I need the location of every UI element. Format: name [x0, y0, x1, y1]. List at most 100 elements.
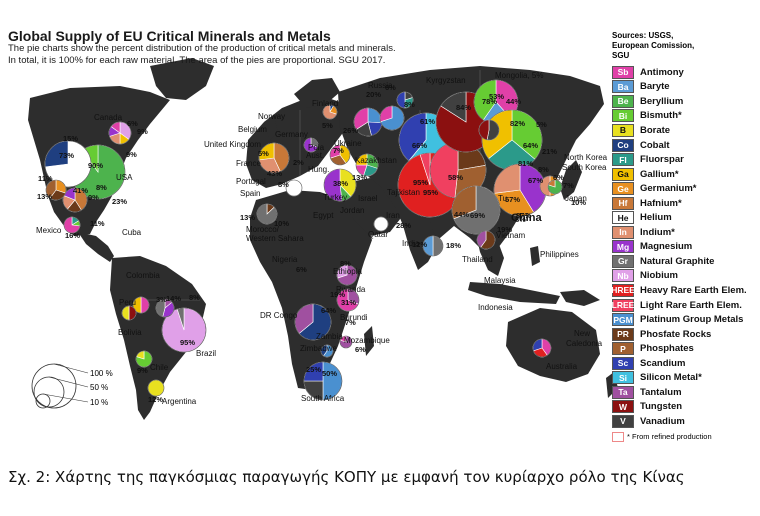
pie-china-graphite: [451, 185, 501, 235]
central-america-shape: [78, 232, 114, 262]
legend-item-tantalum: Ta Tantalum: [612, 385, 758, 400]
pie-percent-label: 43%: [267, 169, 282, 178]
legend-swatch: Ga: [612, 167, 634, 181]
pie-mongolia: [478, 119, 500, 141]
pie-outline: [329, 144, 351, 166]
pie-outline: [476, 230, 496, 250]
country-label: Ukraine: [334, 139, 362, 148]
pie-ethiopia: [336, 264, 358, 286]
legend-label: Germanium*: [640, 183, 697, 195]
country-label: Zambia: [316, 332, 343, 341]
pie-percent-label: 95%: [423, 188, 438, 197]
legend-item-fluorspar: Fl Fluorspar: [612, 152, 758, 167]
legend-item-bismuth: Bi Bismuth*: [612, 109, 758, 124]
legend-label: Vanadium: [640, 415, 685, 427]
legend-swatch: W: [612, 400, 634, 414]
legend-item-beryllium: Be Beryllium: [612, 94, 758, 109]
country-label: China: [511, 212, 542, 224]
pie-percent-label: 73%: [59, 151, 74, 160]
legend-label: Borate: [640, 124, 671, 136]
country-label: Spain: [240, 189, 260, 198]
legend-swatch: Hf: [612, 196, 634, 210]
pie-outline: [303, 137, 319, 153]
pie-outline: [339, 335, 353, 349]
pie-argentina: [147, 379, 165, 397]
pie-percent-label: 67%: [528, 176, 543, 185]
country-label: Iran: [386, 211, 400, 220]
pie-peru: [121, 305, 137, 321]
pie-south-africa: [303, 361, 343, 401]
pie-percent-label: 9%: [88, 193, 99, 202]
size-key: 100 % 50 % 10 %: [31, 363, 113, 409]
pie-percent-label: 58%: [448, 173, 463, 182]
pie-percent-label: 5%: [536, 120, 547, 129]
pie-outline: [62, 187, 88, 213]
pie-percent-label: 26%: [343, 126, 358, 135]
pie-percent-label: 8%: [340, 259, 351, 268]
legend-item-baryte: Ba Baryte: [612, 80, 758, 95]
pie-percent-label: 44%: [506, 97, 521, 106]
country-label: Egypt: [313, 211, 334, 220]
pie-percent-label: 19%: [330, 290, 345, 299]
legend-swatch: PGM: [612, 313, 634, 327]
country-label: Argentina: [162, 397, 197, 406]
country-label: New: [574, 329, 590, 338]
pie-percent-label: 13%: [37, 192, 52, 201]
pie-vietnam: [476, 230, 496, 250]
legend-list: Sb Antimony Ba Baryte Be Beryllium Bi Bismuth* B…: [611, 65, 758, 429]
figure-caption: Σχ. 2: Χάρτης της παγκόσμιας παραγωγής Κ…: [8, 468, 685, 486]
pie-percent-label: 7%: [563, 181, 574, 190]
legend-swatch: Si: [612, 371, 634, 385]
pie-percent-label: 41%: [73, 186, 88, 195]
country-label: Caledonia: [566, 339, 603, 348]
legend-swatch: Ge: [612, 182, 634, 196]
pie-outline: [336, 264, 358, 286]
pie-outline: [451, 185, 501, 235]
legend-label: Antimony: [640, 66, 684, 78]
pie-percent-label: 8%: [404, 100, 415, 109]
pie-japan: [547, 179, 563, 195]
country-label: Philippines: [540, 250, 579, 259]
pie-ukraine: [329, 144, 351, 166]
country-label: Nigeria: [272, 255, 298, 264]
country-label: Thailand: [462, 255, 493, 264]
pie-zimbabwe: [320, 344, 334, 358]
legend-label: Scandium: [640, 357, 686, 369]
pie-outline: [147, 379, 165, 397]
legend-swatch: P: [612, 342, 634, 356]
legend-swatch: Fl: [612, 153, 634, 167]
pie-canada: [108, 121, 132, 145]
legend-item-phosphates: P Phosphates: [612, 341, 758, 356]
pie-percent-label: 95%: [413, 178, 428, 187]
country-label: USA: [116, 173, 133, 182]
legend-label: Niobium: [640, 270, 678, 282]
country-label: Japan: [565, 194, 587, 203]
pie-percent-label: 15%: [63, 134, 78, 143]
legend-label: Gallium*: [640, 168, 679, 180]
pie-outline: [108, 121, 132, 145]
legend-swatch: Mg: [612, 240, 634, 254]
legend-panel: Sources: USGS, European Comission, SGU S…: [611, 31, 758, 442]
country-labels: Canada USA Mexico Cuba Colombia Peru Bolivia Ch…: [36, 71, 608, 406]
pie-finland: [322, 104, 338, 120]
country-label: Kazakhstan: [355, 156, 397, 165]
pie-outline: [63, 216, 81, 234]
country-label: Australia: [546, 362, 578, 371]
legend-label: Indium*: [640, 226, 675, 238]
refined-note-text: * From refined production: [627, 432, 712, 442]
pie-usa-hafnium: [62, 187, 88, 213]
pie-percent-label: 64%: [321, 306, 336, 315]
legend-swatch: B: [612, 123, 634, 137]
pie-percent-label: 21%: [542, 147, 557, 156]
legend-swatch: V: [612, 414, 634, 428]
pie-percent-label: 38%: [333, 179, 348, 188]
madagascar-shape: [364, 326, 374, 356]
philippines-shape: [530, 246, 540, 266]
pie-india: [422, 235, 444, 257]
size-key-label-100: 100 %: [90, 369, 113, 378]
pie-percent-label: 13%: [240, 213, 255, 222]
legend-swatch: Nb: [612, 269, 634, 283]
legend-label: Baryte: [640, 81, 670, 93]
pie-percent-label: 6%: [127, 119, 138, 128]
